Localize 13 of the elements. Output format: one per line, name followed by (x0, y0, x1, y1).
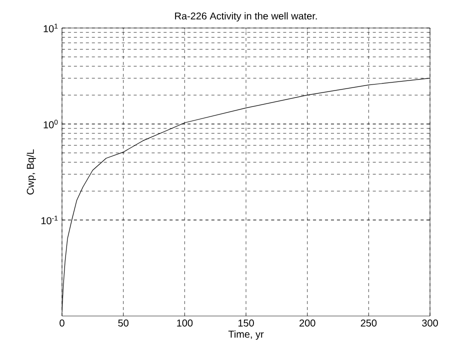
x-tick-label: 100 (177, 320, 193, 327)
x-tick-label: 50 (118, 320, 128, 327)
chart-title: Ra-226 Activity in the well water. (175, 12, 317, 22)
x-tick-label: 200 (300, 320, 316, 327)
x-tick-label: 250 (360, 320, 377, 327)
y-tick-label: 10$^{-1}$ (41, 216, 58, 224)
x-tick-label: 300 (422, 320, 438, 327)
y-tick-label: 10$^{1}$ (44, 24, 58, 32)
x-tick-label: 0 (60, 320, 64, 327)
x-axis-title: Time, yr (228, 330, 264, 340)
x-tick-label: 150 (238, 320, 254, 327)
y-axis-title: Cwp, Bq/L (26, 149, 36, 194)
y-tick-label: 10$^{0}$ (44, 120, 58, 128)
